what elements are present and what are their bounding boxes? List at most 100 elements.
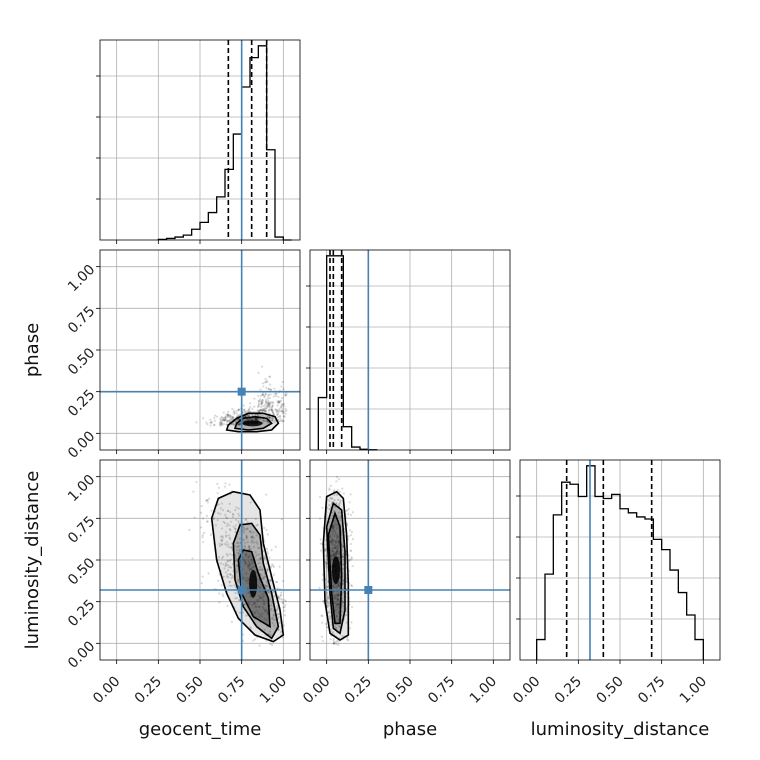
sample-point xyxy=(264,381,267,384)
sample-point xyxy=(282,415,286,418)
sample-point xyxy=(219,562,223,565)
sample-point xyxy=(263,555,267,558)
sample-point xyxy=(270,549,273,552)
sample-point xyxy=(270,407,273,410)
sample-point xyxy=(260,615,264,618)
sample-point xyxy=(228,483,231,486)
sample-point xyxy=(327,611,330,614)
sample-point xyxy=(268,375,271,378)
sample-point xyxy=(259,409,262,412)
sample-point xyxy=(234,524,238,527)
sample-point xyxy=(325,600,329,603)
sample-point xyxy=(275,580,279,584)
sample-point xyxy=(237,599,241,602)
sample-point xyxy=(267,399,270,403)
sample-point xyxy=(254,418,257,421)
sample-point xyxy=(248,562,251,565)
sample-point xyxy=(265,420,268,423)
sample-point xyxy=(267,632,270,636)
sample-point xyxy=(324,549,327,552)
sample-point xyxy=(272,613,275,616)
sample-point xyxy=(331,550,334,553)
sample-point xyxy=(244,579,247,582)
sample-point xyxy=(258,644,261,647)
sample-point xyxy=(266,421,270,424)
sample-point xyxy=(336,606,340,609)
sample-point xyxy=(335,533,338,537)
sample-point xyxy=(227,419,230,423)
sample-point xyxy=(226,569,230,572)
sample-point xyxy=(347,535,350,538)
sample-point xyxy=(335,537,339,540)
sample-point xyxy=(336,534,339,537)
sample-point xyxy=(223,419,226,422)
sample-point xyxy=(272,401,275,404)
sample-point xyxy=(342,579,345,582)
sample-point xyxy=(228,524,231,527)
sample-point xyxy=(264,377,267,380)
sample-point xyxy=(259,405,263,409)
sample-point xyxy=(228,536,231,539)
sample-point xyxy=(332,583,335,587)
sample-point xyxy=(259,402,263,405)
sample-point xyxy=(338,552,341,555)
sample-point xyxy=(262,393,265,397)
sample-point xyxy=(232,423,235,426)
sample-point xyxy=(246,586,249,590)
sample-point xyxy=(238,537,242,540)
sample-point xyxy=(351,511,354,514)
sample-point xyxy=(282,388,285,391)
sample-point xyxy=(337,640,340,643)
sample-point xyxy=(350,530,353,534)
sample-point xyxy=(217,512,220,515)
sample-point xyxy=(269,599,272,602)
sample-point xyxy=(284,600,287,603)
sample-point xyxy=(236,570,239,573)
sample-point xyxy=(349,549,352,552)
sample-point xyxy=(224,513,227,516)
sample-point xyxy=(234,559,237,563)
sample-point xyxy=(226,522,229,526)
sample-point xyxy=(323,548,327,551)
sample-point xyxy=(256,542,259,545)
sample-point xyxy=(332,590,335,593)
sample-point xyxy=(228,414,232,418)
sample-point xyxy=(333,555,336,558)
sample-point xyxy=(325,561,329,565)
sample-point xyxy=(342,563,345,566)
sample-point xyxy=(228,584,231,587)
sample-point xyxy=(335,539,338,542)
sample-point xyxy=(222,563,225,566)
sample-point xyxy=(331,515,334,518)
sample-point xyxy=(264,407,267,410)
sample-point xyxy=(209,533,213,536)
sample-point xyxy=(220,421,223,424)
sample-point xyxy=(271,621,274,625)
sample-point xyxy=(265,584,268,588)
sample-point xyxy=(333,535,336,538)
sample-point xyxy=(265,493,268,496)
sample-point xyxy=(321,506,324,509)
sample-point xyxy=(284,412,287,415)
sample-point xyxy=(284,407,287,410)
sample-point xyxy=(226,559,230,562)
sample-point xyxy=(333,554,337,557)
sample-point xyxy=(263,409,266,412)
sample-point xyxy=(281,601,285,604)
sample-point xyxy=(330,557,334,560)
sample-point xyxy=(333,596,336,599)
sample-point xyxy=(334,595,337,598)
sample-point xyxy=(334,551,337,554)
sample-point xyxy=(226,573,229,576)
sample-point xyxy=(266,397,270,400)
sample-point xyxy=(268,403,271,406)
sample-point xyxy=(245,572,248,575)
sample-point xyxy=(258,409,261,412)
sample-point xyxy=(259,586,262,589)
sample-point xyxy=(349,513,352,517)
sample-point xyxy=(336,548,339,551)
sample-point xyxy=(278,401,281,404)
sample-point xyxy=(331,530,334,533)
sample-point xyxy=(329,549,332,552)
sample-point xyxy=(261,409,264,412)
